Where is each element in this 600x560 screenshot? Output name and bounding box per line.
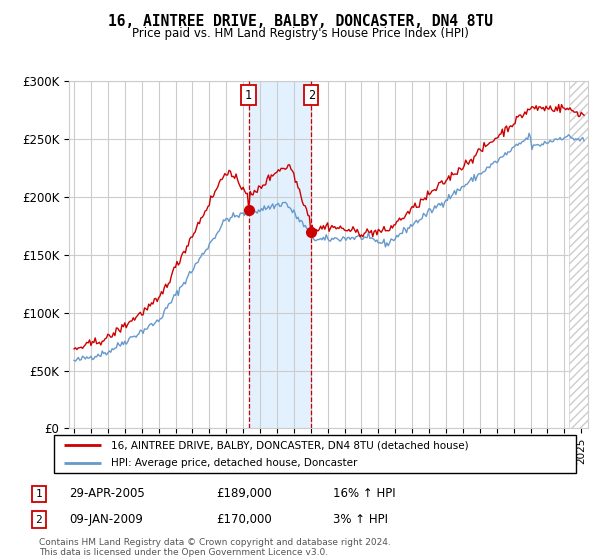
Bar <box>569 81 596 428</box>
Text: 16, AINTREE DRIVE, BALBY, DONCASTER, DN4 8TU (detached house): 16, AINTREE DRIVE, BALBY, DONCASTER, DN4… <box>112 440 469 450</box>
Text: 2: 2 <box>35 515 43 525</box>
Text: £170,000: £170,000 <box>216 513 272 526</box>
Text: 09-JAN-2009: 09-JAN-2009 <box>69 513 143 526</box>
Bar <box>569 81 596 428</box>
Text: 1: 1 <box>245 88 252 101</box>
Text: HPI: Average price, detached house, Doncaster: HPI: Average price, detached house, Donc… <box>112 458 358 468</box>
Text: 1: 1 <box>35 489 43 499</box>
Text: 16, AINTREE DRIVE, BALBY, DONCASTER, DN4 8TU: 16, AINTREE DRIVE, BALBY, DONCASTER, DN4… <box>107 14 493 29</box>
Text: 2: 2 <box>308 88 315 101</box>
Text: 3% ↑ HPI: 3% ↑ HPI <box>333 513 388 526</box>
Text: 29-APR-2005: 29-APR-2005 <box>69 487 145 501</box>
Text: Contains HM Land Registry data © Crown copyright and database right 2024.
This d: Contains HM Land Registry data © Crown c… <box>39 538 391 557</box>
Text: Price paid vs. HM Land Registry's House Price Index (HPI): Price paid vs. HM Land Registry's House … <box>131 27 469 40</box>
Bar <box>248 81 311 428</box>
Text: £189,000: £189,000 <box>216 487 272 501</box>
Text: 16% ↑ HPI: 16% ↑ HPI <box>333 487 395 501</box>
